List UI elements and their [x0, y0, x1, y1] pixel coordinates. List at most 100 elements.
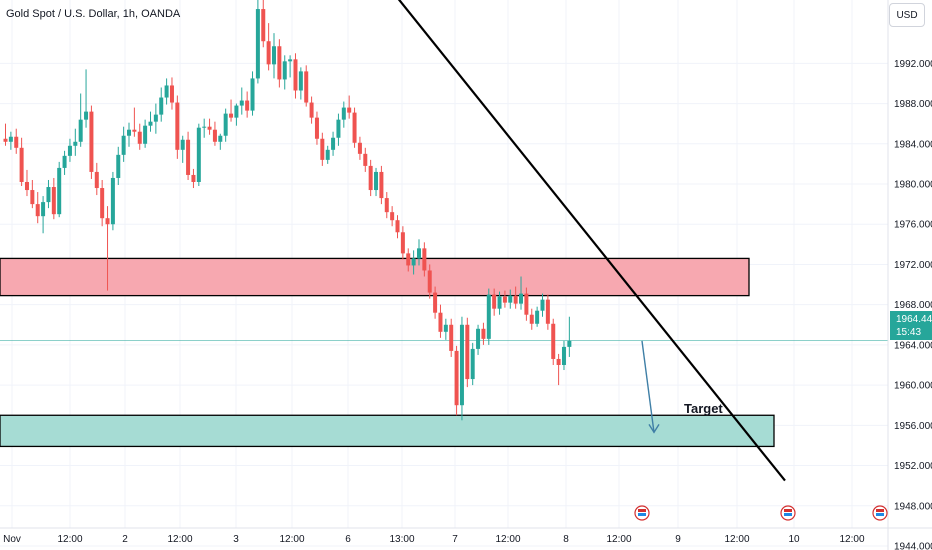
candle [255, 0, 260, 84]
candle [202, 118, 207, 138]
candle [502, 290, 507, 308]
candle [422, 242, 427, 277]
flag-stripe [784, 513, 792, 516]
candle [540, 293, 545, 317]
flag-icon[interactable] [872, 505, 888, 521]
candle-body [524, 293, 529, 315]
candle [245, 91, 250, 118]
candle [105, 206, 110, 291]
time-tick-label: 9 [675, 534, 681, 545]
time-tick-label: 12:00 [724, 534, 749, 545]
target-label: Target [684, 401, 723, 416]
candle-body [137, 131, 142, 144]
time-tick-label: 3 [233, 534, 239, 545]
candle-body [84, 111, 89, 120]
candle [191, 168, 196, 189]
flag-icon[interactable] [634, 505, 650, 521]
candle-body [470, 348, 475, 380]
candle-body [272, 46, 276, 65]
candle [567, 316, 572, 357]
candle-body [46, 187, 51, 203]
candle-body [164, 85, 169, 98]
candle [51, 177, 56, 220]
candle-body [379, 171, 384, 199]
candle [46, 179, 51, 209]
candle-body [341, 107, 346, 120]
candle [121, 126, 126, 162]
candle [89, 105, 94, 179]
zones [0, 257, 888, 448]
candle [524, 287, 529, 321]
candle-body [19, 147, 24, 182]
candle [153, 103, 158, 134]
price-tick-label: 1980.000 [894, 180, 932, 191]
candle-body [89, 111, 94, 172]
flag-icon[interactable] [780, 505, 796, 521]
time-tick-label: 12:00 [606, 534, 631, 545]
candle-body [196, 127, 201, 182]
candle [427, 264, 432, 299]
candle [341, 101, 346, 128]
candle-body [14, 136, 19, 148]
candle-body [62, 155, 67, 168]
candle [223, 108, 228, 142]
candle [529, 308, 534, 330]
candle-body [336, 119, 341, 138]
candle [545, 294, 550, 330]
candle-body [395, 220, 400, 233]
candle [164, 78, 169, 105]
currency-button[interactable]: USD [889, 3, 925, 27]
candle [212, 121, 217, 146]
candle-body [78, 119, 83, 142]
candle-body [229, 113, 234, 118]
flag-stripe [876, 509, 884, 512]
candle-body [73, 141, 78, 146]
candle-body [508, 295, 513, 303]
candle [175, 95, 180, 159]
candle [379, 165, 384, 205]
candle-body [352, 112, 357, 143]
candle [508, 289, 513, 309]
symbol-title: Gold Spot / U.S. Dollar, 1h, OANDA [6, 8, 181, 20]
price-tick-label: 1988.000 [894, 99, 932, 110]
candle [492, 288, 497, 316]
time-tick-label: 12:00 [57, 534, 82, 545]
candle [24, 169, 29, 197]
candle-body [159, 97, 164, 115]
candle [470, 342, 475, 386]
candle-body [100, 188, 105, 219]
event-flags [634, 505, 888, 521]
candle-body [261, 9, 266, 42]
candle-body [186, 139, 191, 175]
candle [261, 0, 266, 48]
candle [320, 132, 325, 166]
time-tick-label: Nov [3, 534, 21, 545]
candle-body [347, 107, 352, 113]
candle-body [416, 248, 421, 259]
drawings [397, 0, 786, 482]
candle-body [250, 78, 255, 111]
candle [3, 123, 8, 146]
candle-body [545, 299, 550, 324]
candle-body [94, 171, 99, 189]
candle-body [266, 41, 271, 65]
candle [314, 111, 319, 145]
candle-body [433, 292, 438, 313]
time-tick-label: 2 [122, 534, 128, 545]
candle [336, 113, 341, 146]
candle-body [551, 323, 556, 359]
candle [459, 316, 464, 421]
price-tick-label: 1968.000 [894, 300, 932, 311]
candle [454, 345, 459, 416]
projection-arrow [641, 340, 655, 433]
flag-stripe [638, 509, 646, 512]
candle-body [400, 232, 405, 254]
time-tick-label: 8 [563, 534, 569, 545]
candle [449, 318, 454, 357]
candle [347, 95, 352, 119]
candle [476, 324, 481, 355]
candle-body [132, 129, 137, 132]
candle [465, 317, 470, 388]
